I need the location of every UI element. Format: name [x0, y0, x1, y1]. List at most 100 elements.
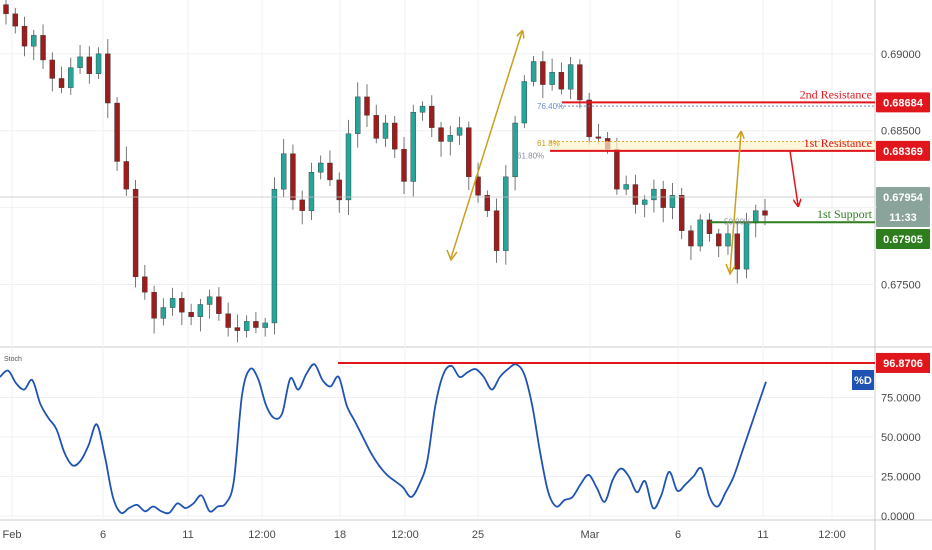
tag-1st-resistance-bg — [876, 140, 930, 161]
price-tick-label: 0.68500 — [881, 126, 921, 138]
candle-body — [234, 327, 241, 331]
tag-countdown-bg — [876, 207, 930, 227]
candle-body — [243, 321, 250, 331]
tag-1st-support: 0.67905 — [883, 234, 923, 246]
candle-body — [58, 78, 65, 88]
stoch-tick-label: 50.0000 — [881, 432, 921, 444]
time-tick-label: Feb — [3, 529, 22, 541]
candle-body — [169, 298, 176, 308]
candle-body — [549, 72, 555, 85]
trend-arrows — [446, 32, 798, 276]
candle-body — [651, 188, 657, 201]
candle-body — [438, 127, 444, 142]
trend-arrow-up — [729, 133, 741, 273]
candle-body — [216, 296, 222, 314]
candle-body — [540, 61, 546, 85]
time-tick-label: 12:00 — [248, 529, 276, 541]
time-tick-label: 12:00 — [818, 529, 846, 541]
candle-body — [68, 67, 74, 88]
candle-body — [373, 115, 379, 139]
candle-body — [456, 127, 463, 136]
candle-body — [132, 188, 139, 278]
candle-body — [151, 291, 157, 319]
candle-body — [197, 304, 204, 317]
candle-body — [105, 53, 111, 104]
candle-body — [697, 219, 703, 247]
price-tick-label: 0.67500 — [881, 279, 921, 291]
candle-body — [392, 122, 398, 150]
time-tick-label: 6 — [675, 529, 681, 541]
candle-body — [290, 153, 296, 201]
stochastic-pane: 96.8706 %D — [0, 352, 930, 515]
candle-body — [623, 184, 629, 190]
arrow-tail-mark — [446, 249, 458, 262]
candle-body — [660, 188, 666, 208]
candle-body — [530, 61, 537, 82]
candle-body — [688, 230, 694, 247]
fib-zone — [550, 141, 875, 151]
level-label: 2nd Resistance — [800, 87, 872, 101]
level-label: 1st Support — [817, 207, 873, 221]
fib-label: 61.8% — [537, 139, 560, 148]
candle-body — [160, 307, 167, 319]
candle-body — [743, 222, 750, 270]
candle-body — [253, 321, 259, 328]
candle-body — [299, 199, 305, 211]
candle-body — [95, 53, 102, 75]
fib-label: 50.00% — [724, 217, 751, 226]
candle-body — [567, 64, 574, 90]
trend-arrow-up — [450, 32, 522, 259]
candle-body — [123, 161, 130, 190]
series-badge-bg — [852, 370, 874, 390]
candle-body — [327, 162, 333, 181]
time-tick-label: 18 — [334, 529, 346, 541]
support-resistance-levels: 2nd Resistance 1st Resistance 1st Support 7… — [0, 87, 875, 226]
fib-label: 61.80% — [517, 151, 544, 160]
candle-body — [49, 59, 55, 79]
candle-body — [225, 313, 231, 328]
price-tags: 0.68684 0.68369 0.67954 11:33 0.67905 — [876, 92, 930, 249]
time-tick-label: 12:00 — [391, 529, 419, 541]
candle-body — [271, 188, 278, 324]
stoch-d-line — [0, 363, 767, 515]
candle-body — [355, 96, 361, 134]
tag-1st-resistance: 0.68369 — [883, 146, 923, 158]
arrow-tail-mark — [725, 263, 736, 276]
tag-countdown: 11:33 — [889, 212, 917, 224]
candle-body — [206, 296, 213, 305]
candle-body — [336, 179, 342, 201]
stoch-tick-label: 0.0000 — [881, 511, 915, 523]
candle-body — [762, 210, 768, 216]
candle-body — [262, 322, 268, 328]
candle-body — [345, 133, 352, 201]
candle-body — [12, 13, 18, 27]
candle-body — [142, 276, 148, 293]
candle-body — [86, 56, 93, 75]
candle-body — [716, 233, 722, 247]
candle-body — [3, 4, 9, 15]
candle-body — [466, 127, 472, 178]
candle-body — [586, 99, 592, 138]
candle-body — [40, 35, 46, 61]
candle-body — [753, 210, 759, 224]
candle-body — [308, 172, 315, 211]
candle-body — [188, 311, 194, 317]
candle-body — [725, 233, 731, 247]
candle-body — [429, 105, 435, 128]
stoch-tick-label: 75.0000 — [881, 393, 921, 405]
candle-body — [401, 148, 407, 182]
candle-body — [706, 219, 713, 234]
candle-body — [31, 35, 37, 47]
fib-label: 76.40% — [537, 102, 564, 111]
candle-body — [382, 122, 389, 139]
tag-2nd-resistance: 0.68684 — [883, 97, 924, 109]
candle-body — [512, 122, 518, 178]
candle-body — [641, 199, 648, 205]
tag-current-price: 0.67954 — [883, 192, 924, 204]
candle-body — [493, 210, 500, 251]
candle-body — [77, 56, 83, 68]
candle-body — [558, 72, 565, 90]
price-tick-label: 0.69000 — [881, 49, 921, 61]
grid — [0, 0, 875, 520]
